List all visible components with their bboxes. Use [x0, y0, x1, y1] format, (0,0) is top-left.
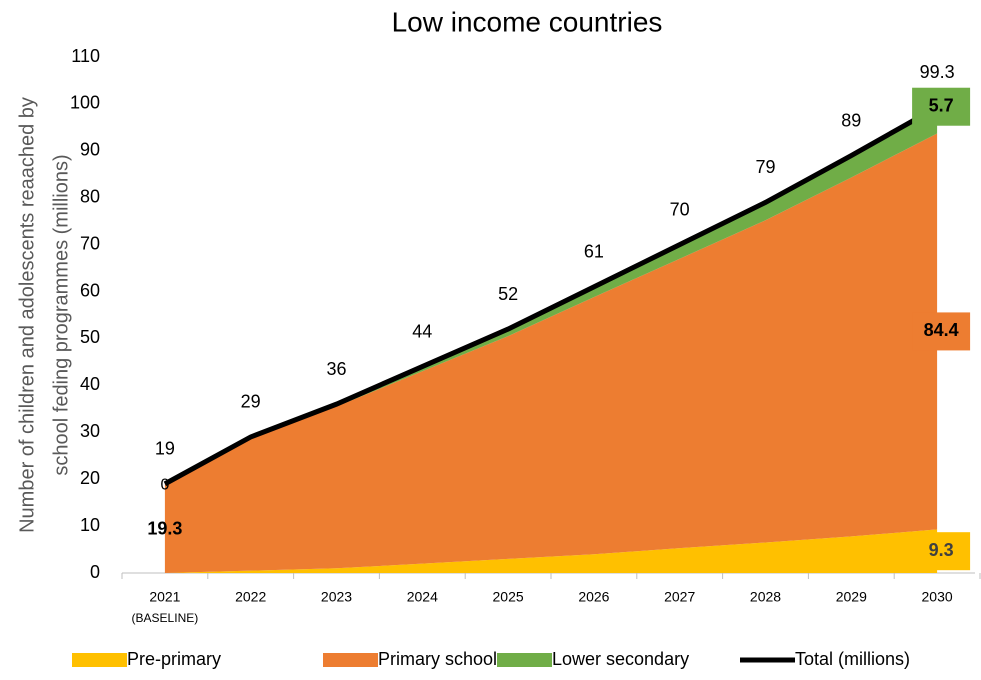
- data-label: 99.3: [920, 62, 955, 82]
- legend-swatch: [72, 653, 127, 667]
- legend-label: Primary school: [378, 649, 497, 669]
- data-label: 29: [241, 392, 261, 412]
- y-tick-label: 20: [80, 468, 100, 488]
- x-tick-label: 2030: [922, 589, 953, 605]
- y-tick-label: 50: [80, 327, 100, 347]
- total-line: [163, 105, 939, 487]
- y-axis-label: Number of children and adolescents reaac…: [16, 97, 38, 533]
- data-label: 89: [841, 110, 861, 130]
- y-tick-label: 90: [80, 140, 100, 160]
- x-tick-label: 2028: [750, 589, 781, 605]
- area: [164, 133, 938, 573]
- data-label: 61: [584, 242, 604, 262]
- y-tick-label: 110: [71, 46, 100, 66]
- x-annotation: (BASELINE): [132, 611, 199, 625]
- legend-label: Pre-primary: [127, 649, 221, 669]
- chart-title: Low income countries: [392, 6, 663, 37]
- data-label: 44: [412, 321, 432, 341]
- legend-label: Lower secondary: [552, 649, 689, 669]
- y-tick-label: 40: [80, 374, 100, 394]
- y-tick-label: 10: [80, 515, 100, 535]
- area: [164, 529, 938, 573]
- y-tick-label: 80: [80, 186, 100, 206]
- y-tick-label: 30: [80, 421, 100, 441]
- y-tick-label: 70: [80, 233, 100, 253]
- y-tick-label: 100: [70, 93, 100, 113]
- x-tick-label: 2023: [321, 589, 352, 605]
- label-box: [912, 312, 971, 351]
- x-tick-label: 2026: [578, 589, 609, 605]
- y-tick-label: 0: [90, 562, 100, 582]
- data-label: 84.4: [924, 320, 959, 340]
- y-axis-label: school feding programmes (millions): [50, 154, 72, 475]
- data-label: 9.3: [929, 540, 954, 560]
- x-tick-label: 2029: [836, 589, 867, 605]
- data-label: 19: [155, 439, 175, 459]
- y-tick-label: 60: [80, 280, 100, 300]
- data-label: 79: [755, 157, 775, 177]
- x-tick-label: 2027: [664, 589, 695, 605]
- legend-swatch: [323, 653, 378, 667]
- label-box: [912, 87, 971, 126]
- data-label: 0: [160, 477, 169, 494]
- legend-label: Total (millions): [795, 649, 910, 669]
- data-label: 5.7: [929, 95, 954, 115]
- data-label: 52: [498, 284, 518, 304]
- data-label: 70: [670, 199, 690, 219]
- x-tick-label: 2021: [149, 589, 180, 605]
- x-tick-label: 2022: [235, 589, 266, 605]
- label-box: [912, 532, 971, 571]
- data-label: 36: [326, 359, 346, 379]
- x-tick-label: 2024: [407, 589, 438, 605]
- legend-swatch: [497, 653, 552, 667]
- data-label: 19.3: [147, 518, 182, 538]
- x-tick-label: 2025: [493, 589, 524, 605]
